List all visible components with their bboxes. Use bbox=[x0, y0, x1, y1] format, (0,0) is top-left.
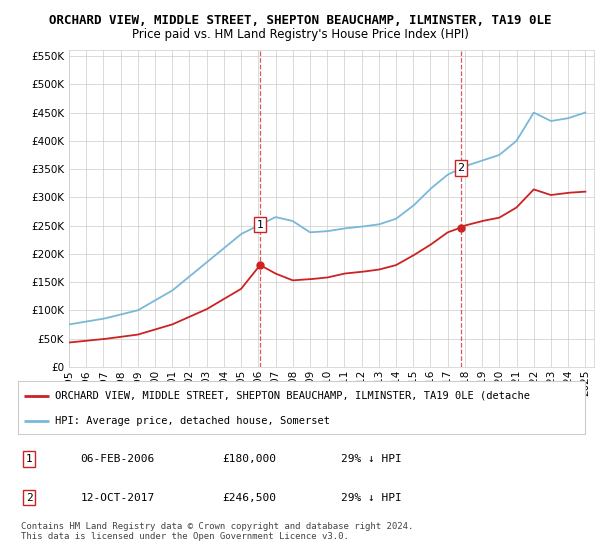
Text: HPI: Average price, detached house, Somerset: HPI: Average price, detached house, Some… bbox=[55, 416, 330, 426]
Text: £180,000: £180,000 bbox=[222, 454, 276, 464]
Text: ORCHARD VIEW, MIDDLE STREET, SHEPTON BEAUCHAMP, ILMINSTER, TA19 0LE: ORCHARD VIEW, MIDDLE STREET, SHEPTON BEA… bbox=[49, 14, 551, 27]
Text: 2: 2 bbox=[458, 163, 464, 173]
Text: 06-FEB-2006: 06-FEB-2006 bbox=[80, 454, 155, 464]
Text: £246,500: £246,500 bbox=[222, 493, 276, 503]
Text: ORCHARD VIEW, MIDDLE STREET, SHEPTON BEAUCHAMP, ILMINSTER, TA19 0LE (detache: ORCHARD VIEW, MIDDLE STREET, SHEPTON BEA… bbox=[55, 391, 530, 401]
Text: 2: 2 bbox=[26, 493, 33, 503]
Text: Price paid vs. HM Land Registry's House Price Index (HPI): Price paid vs. HM Land Registry's House … bbox=[131, 28, 469, 41]
Text: 29% ↓ HPI: 29% ↓ HPI bbox=[341, 454, 402, 464]
Text: 1: 1 bbox=[257, 220, 263, 230]
Text: Contains HM Land Registry data © Crown copyright and database right 2024.
This d: Contains HM Land Registry data © Crown c… bbox=[21, 522, 413, 542]
Text: 1: 1 bbox=[26, 454, 33, 464]
Text: 12-OCT-2017: 12-OCT-2017 bbox=[80, 493, 155, 503]
Text: 29% ↓ HPI: 29% ↓ HPI bbox=[341, 493, 402, 503]
